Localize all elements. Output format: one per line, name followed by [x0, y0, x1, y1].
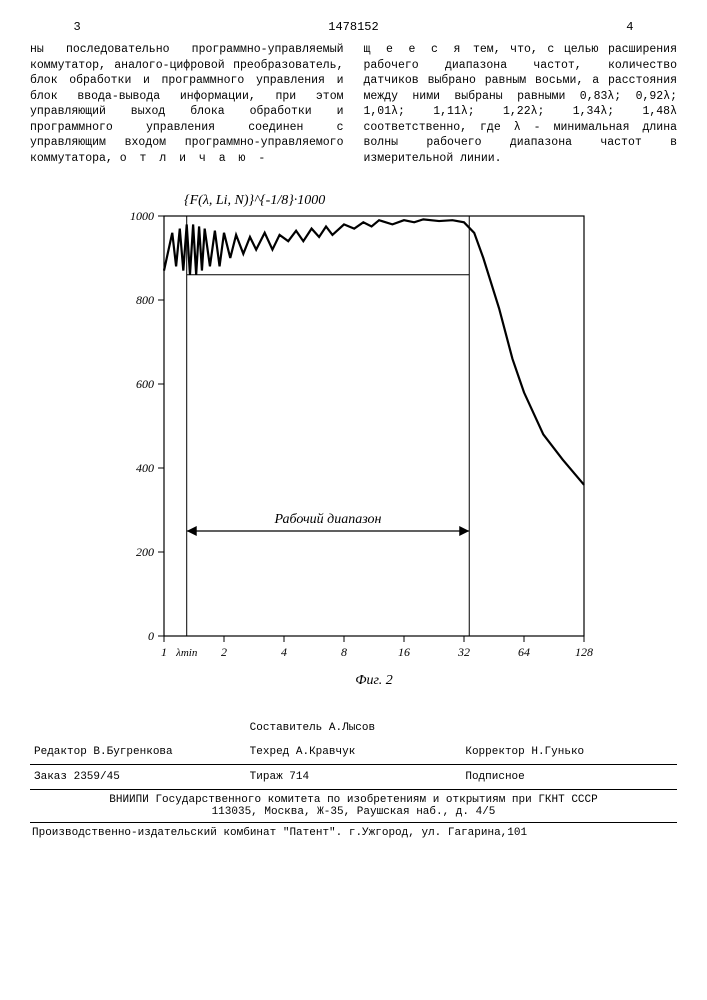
svg-text:Фиг. 2: Фиг. 2 [355, 673, 393, 688]
chart-container: {F(λ, Li, N)}^{-1/8}·1000 0 200 400 600 800 10… [30, 176, 677, 696]
svg-text:128: 128 [575, 645, 593, 659]
left-spaced: о т л и ч а ю - [120, 152, 269, 165]
page-left: 3 [74, 20, 81, 34]
subscribe: Подписное [461, 769, 677, 785]
left-text: ны последовательно программно-управляемы… [30, 43, 344, 165]
svg-text:8: 8 [341, 645, 347, 659]
svg-text:Рабочий диапазон: Рабочий диапазон [273, 512, 381, 527]
svg-text:64: 64 [518, 645, 530, 659]
prod-line: Производственно-издательский комбинат "П… [30, 822, 677, 843]
chart-svg: {F(λ, Li, N)}^{-1/8}·1000 0 200 400 600 800 10… [104, 176, 604, 696]
order: Заказ 2359/45 [30, 769, 246, 785]
org-line: ВНИИПИ Государственного комитета по изоб… [30, 789, 677, 822]
left-column: ны последовательно программно-управляемы… [30, 42, 344, 166]
right-spaced: щ е е с я [364, 43, 464, 56]
corrector: Корректор Н.Гунько [461, 744, 677, 760]
text-columns: ны последовательно программно-управляемы… [30, 42, 677, 166]
svg-text:400: 400 [136, 461, 154, 475]
svg-text:4: 4 [281, 645, 287, 659]
svg-text:1: 1 [161, 645, 167, 659]
tirazh: Тираж 714 [246, 769, 462, 785]
svg-text:{F(λ, Li, N)}^{-1/8}·1000: {F(λ, Li, N)}^{-1/8}·1000 [184, 193, 325, 208]
svg-text:32: 32 [457, 645, 470, 659]
svg-text:λmin: λmin [175, 647, 198, 659]
svg-text:800: 800 [136, 293, 154, 307]
tech: Техред А.Кравчук [246, 744, 462, 760]
editor: Редактор В.Бугренкова [30, 744, 246, 760]
page-header: 3 1478152 4 [30, 20, 677, 34]
svg-text:2: 2 [221, 645, 227, 659]
svg-text:16: 16 [398, 645, 410, 659]
patent-number: 1478152 [328, 20, 378, 34]
footer: Составитель А.Лысов Редактор В.Бугренков… [30, 716, 677, 843]
right-text: тем, что, с целью расширения рабочего ди… [364, 43, 678, 165]
svg-text:1000: 1000 [130, 209, 154, 223]
svg-text:600: 600 [136, 377, 154, 391]
right-column: щ е е с я тем, что, с целью расширения р… [364, 42, 678, 166]
svg-text:200: 200 [136, 545, 154, 559]
page-right: 4 [626, 20, 633, 34]
svg-text:0: 0 [148, 629, 154, 643]
compiler: Составитель А.Лысов [246, 720, 462, 736]
